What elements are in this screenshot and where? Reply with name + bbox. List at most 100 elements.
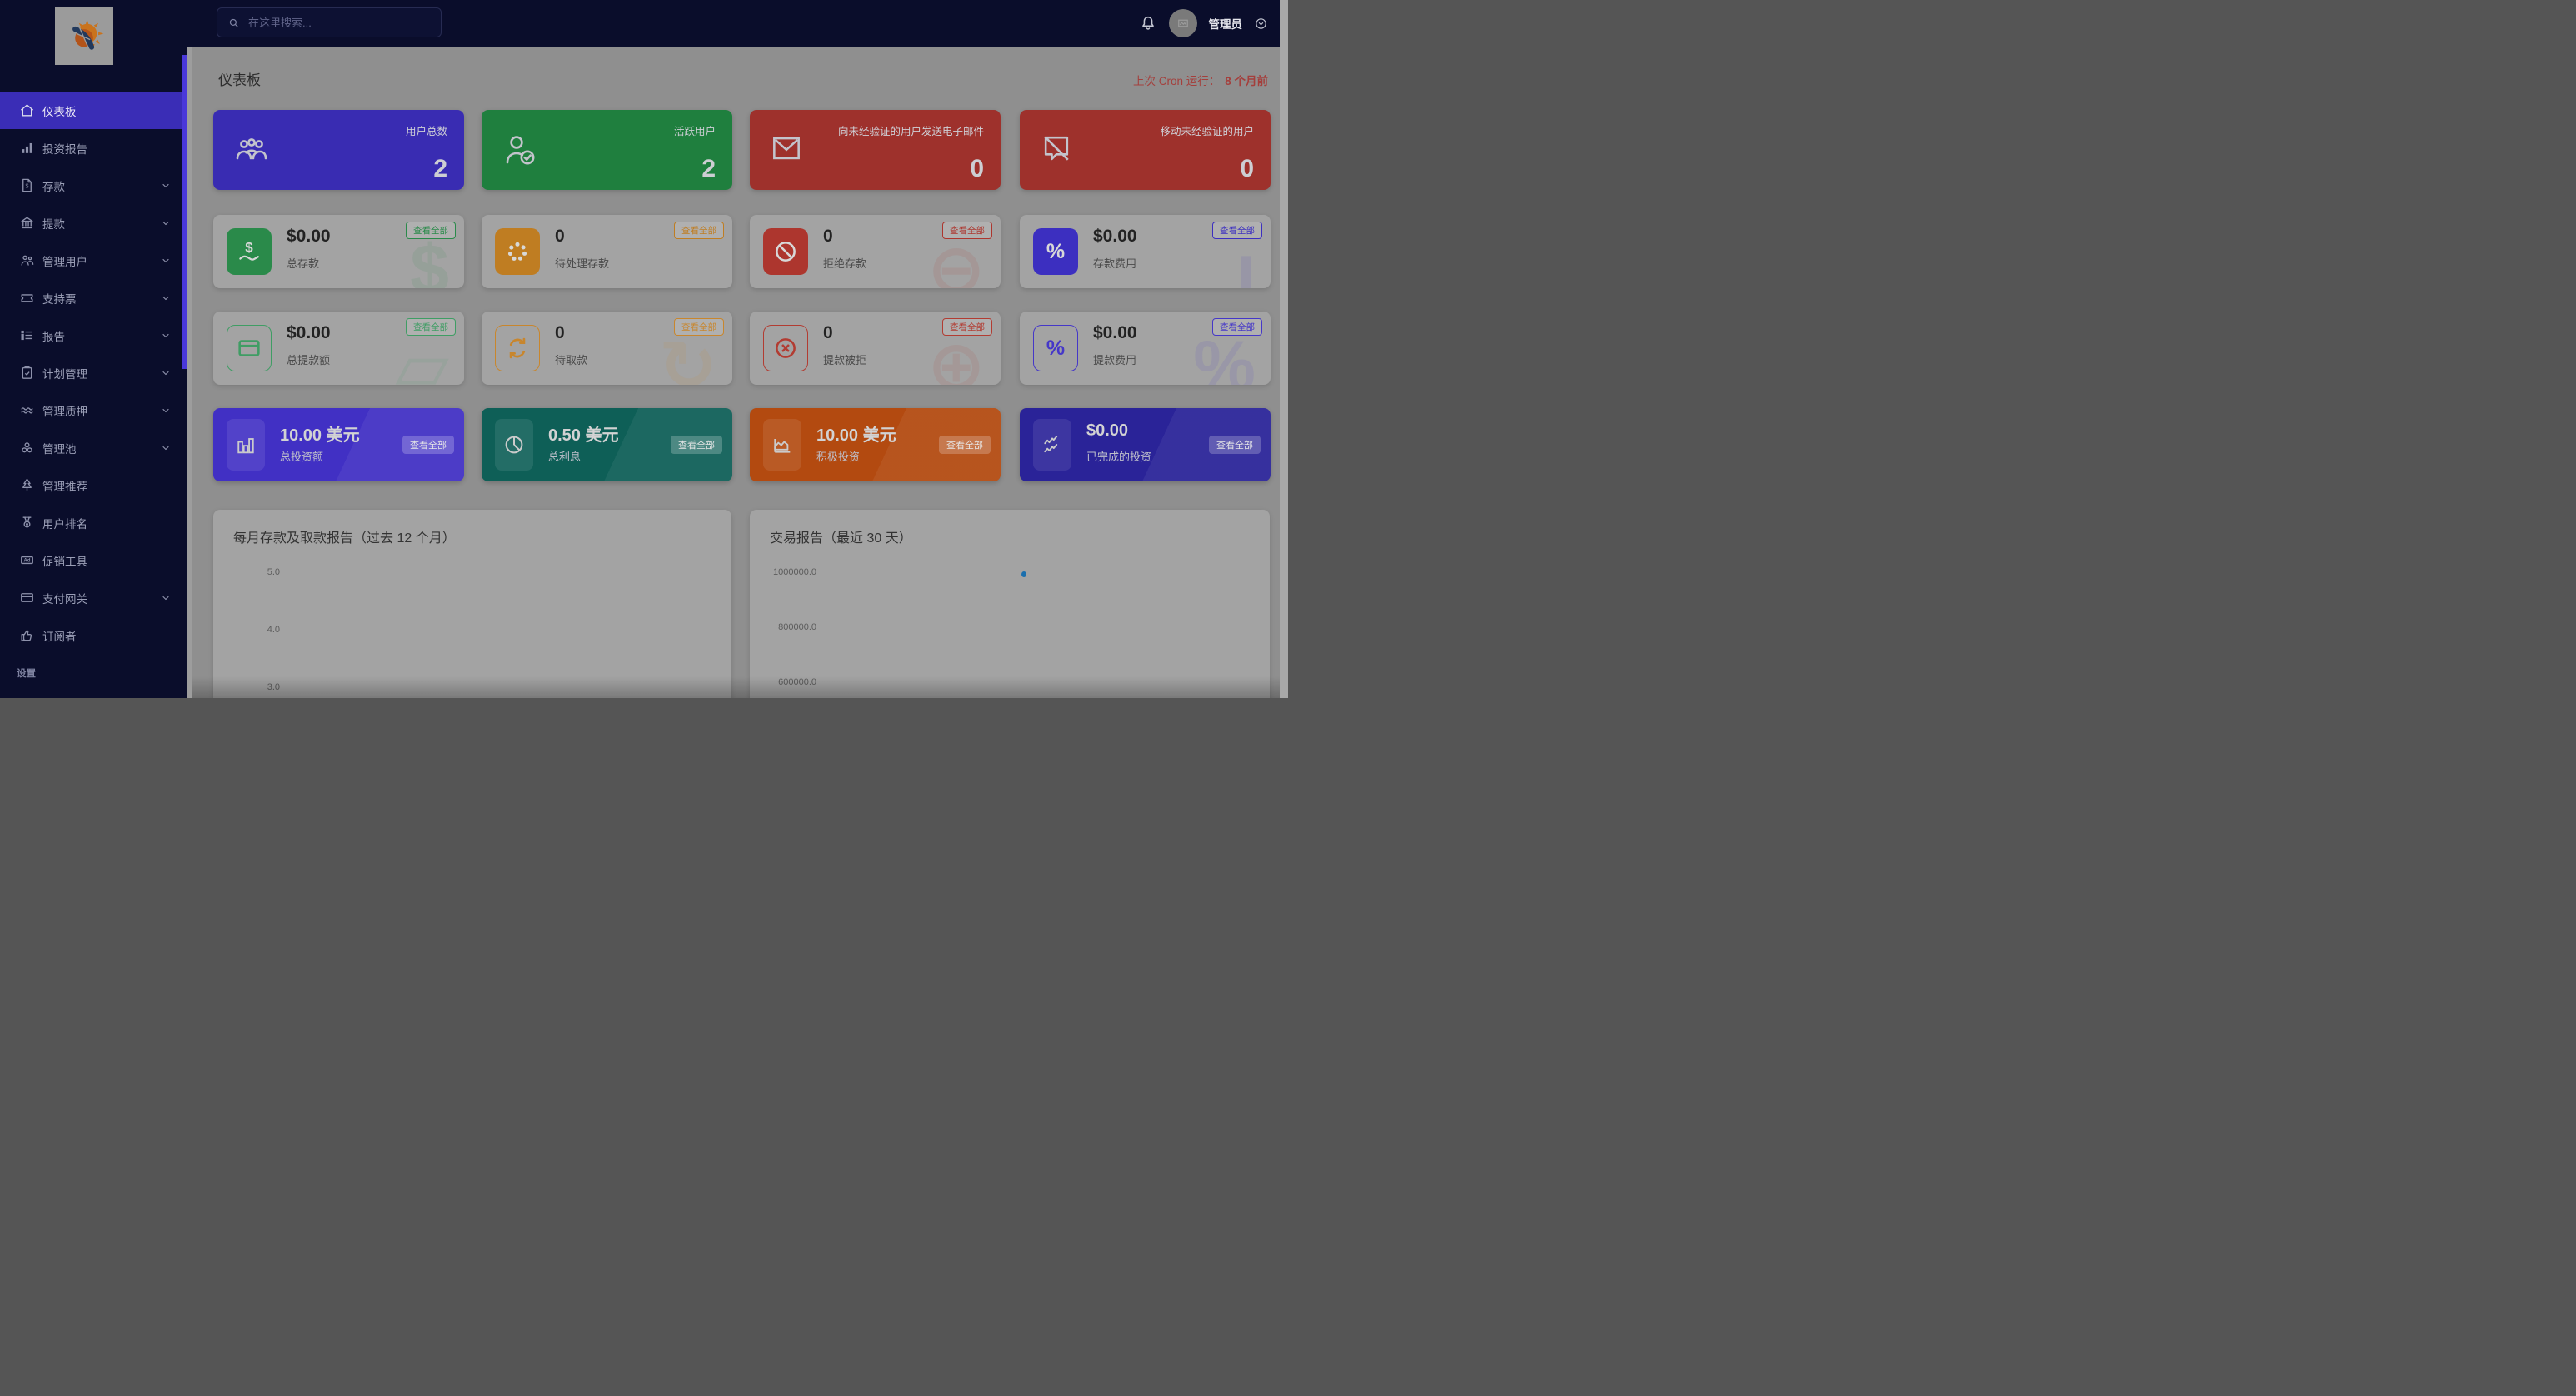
percent-icon: % xyxy=(1033,325,1078,371)
view-all-badge[interactable]: 查看全部 xyxy=(671,436,722,454)
card-total-deposits[interactable]: $ $0.00 总存款 查看全部 $ xyxy=(213,215,464,288)
pie-chart-icon xyxy=(495,419,533,471)
sidebar-item-investment-report[interactable]: 投资报告 xyxy=(0,129,186,167)
card-pending-deposits[interactable]: 0 待处理存款 查看全部 xyxy=(482,215,732,288)
user-check-icon xyxy=(500,130,540,170)
sidebar-item-label: 报告 xyxy=(42,330,65,343)
ban-icon xyxy=(763,228,808,275)
sidebar-item-dashboard[interactable]: 仪表板 xyxy=(0,92,186,129)
sidebar-item-manage-staking[interactable]: 管理质押 xyxy=(0,391,186,429)
sidebar-item-manage-users[interactable]: 管理用户 xyxy=(0,242,186,279)
sidebar-item-withdrawals[interactable]: 提款 xyxy=(0,204,186,242)
sidebar-item-general-settings[interactable]: 通用设置 xyxy=(0,688,186,698)
cron-status: 上次 Cron 运行： 8 个月前 xyxy=(1133,72,1268,88)
view-all-badge[interactable]: 查看全部 xyxy=(406,318,456,336)
chevron-down-icon xyxy=(161,331,171,341)
chevron-down-icon xyxy=(161,406,171,416)
admin-dashboard: 管理员 xyxy=(0,0,1288,698)
sidebar-scrollbar-track[interactable] xyxy=(187,47,192,698)
chat-slash-icon xyxy=(1038,130,1078,170)
main-content: 仪表板 上次 Cron 运行： 8 个月前 用户总数 2 活跃用户 2 向未经验证… xyxy=(192,47,1288,698)
card-pending-withdrawals[interactable]: 0 待取款 查看全部 ↻ xyxy=(482,312,732,385)
stat-label: 总投资额 xyxy=(280,451,324,463)
card-total-withdrawals[interactable]: $0.00 总提款额 查看全部 ▱ xyxy=(213,312,464,385)
cron-label: 上次 Cron 运行： xyxy=(1132,75,1221,87)
stat-value: $0.00 xyxy=(1093,227,1137,246)
page-scrollbar[interactable] xyxy=(1280,0,1288,698)
sidebar-item-deposits[interactable]: $ 存款 xyxy=(0,167,186,204)
chart-title: 每月存款及取款报告（过去 12 个月） xyxy=(233,531,456,546)
stat-value: 0.50 美元 xyxy=(548,426,619,445)
sidebar-item-payment-gateways[interactable]: 支付网关 xyxy=(0,579,186,616)
sidebar-item-manage-referral[interactable]: 管理推荐 xyxy=(0,466,186,504)
page-title: 仪表板 xyxy=(218,72,261,88)
sidebar-item-label: 计划管理 xyxy=(42,367,87,381)
stat-label: 总利息 xyxy=(548,451,582,463)
card-total-interest[interactable]: 0.50 美元 总利息 查看全部 xyxy=(482,408,732,481)
view-all-badge[interactable]: 查看全部 xyxy=(674,318,724,336)
sidebar-item-label: 支付网关 xyxy=(42,592,87,606)
view-all-badge[interactable]: 查看全部 xyxy=(1209,436,1261,454)
card-completed-investments[interactable]: $0.00 已完成的投资 查看全部 xyxy=(1020,408,1271,481)
sidebar-item-support-tickets[interactable]: 支持票 xyxy=(0,279,186,317)
card-rejected-withdrawals[interactable]: 0 提款被拒 查看全部 ⊕ xyxy=(750,312,1001,385)
card-withdrawal-charges[interactable]: % $0.00 提款费用 查看全部 % xyxy=(1020,312,1271,385)
sidebar-section-settings: 设置 xyxy=(17,669,36,679)
bank-icon xyxy=(19,215,35,231)
sidebar-item-label: 促销工具 xyxy=(42,555,87,568)
thumbs-up-icon xyxy=(19,627,35,643)
hand-dollar-icon: $ xyxy=(227,228,272,275)
sidebar-scrollbar-thumb[interactable] xyxy=(182,55,187,369)
transaction-report-chart: 交易报告（最近 30 天） 1000000.0 800000.0 600000.… xyxy=(750,510,1270,698)
view-all-badge[interactable]: 查看全部 xyxy=(939,436,991,454)
tree-icon xyxy=(19,477,35,493)
data-point[interactable] xyxy=(1021,571,1026,577)
y-axis-tick: 5.0 xyxy=(267,567,280,577)
card-email-unverified-users[interactable]: 向未经验证的用户发送电子邮件 0 xyxy=(750,110,1001,190)
sidebar-item-plan-management[interactable]: 计划管理 xyxy=(0,354,186,391)
card-active-users[interactable]: 活跃用户 2 xyxy=(482,110,732,190)
notification-bell-icon[interactable] xyxy=(1139,14,1157,32)
credit-card-icon xyxy=(227,325,272,371)
sidebar-item-reports[interactable]: 报告 xyxy=(0,317,186,354)
card-active-investments[interactable]: 10.00 美元 积极投资 查看全部 xyxy=(750,408,1001,481)
card-total-users[interactable]: 用户总数 2 xyxy=(213,110,464,190)
sidebar-item-promo-tools[interactable]: Ad 促销工具 xyxy=(0,541,186,579)
view-all-badge[interactable]: 查看全部 xyxy=(1212,318,1262,336)
user-name[interactable]: 管理员 xyxy=(1208,18,1243,31)
card-mobile-unverified-users[interactable]: 移动未经验证的用户 0 xyxy=(1020,110,1271,190)
file-dollar-icon: $ xyxy=(19,177,35,193)
view-all-badge[interactable]: 查看全部 xyxy=(406,222,456,239)
view-all-badge[interactable]: 查看全部 xyxy=(942,318,992,336)
sidebar-item-subscribers[interactable]: 订阅者 xyxy=(0,616,186,654)
view-all-badge[interactable]: 查看全部 xyxy=(1212,222,1262,239)
stat-value: 0 xyxy=(823,323,833,342)
stat-label: 待处理存款 xyxy=(555,257,610,270)
user-avatar[interactable] xyxy=(1168,9,1197,37)
app-logo[interactable] xyxy=(55,7,113,65)
stat-label: 向未经验证的用户发送电子邮件 xyxy=(837,126,984,137)
card-rejected-deposits[interactable]: 0 拒绝存款 查看全部 ⊖ xyxy=(750,215,1001,288)
stat-label: 总存款 xyxy=(287,257,320,270)
stat-label: 拒绝存款 xyxy=(823,257,867,270)
stat-value: 0 xyxy=(1240,155,1254,182)
search-input[interactable] xyxy=(247,15,417,30)
bar-chart-icon xyxy=(19,140,35,156)
sidebar-item-label: 存款 xyxy=(42,180,65,193)
stat-label: 移动未经验证的用户 xyxy=(1160,126,1254,137)
view-all-badge[interactable]: 查看全部 xyxy=(402,436,454,454)
view-all-badge[interactable]: 查看全部 xyxy=(674,222,724,239)
stat-label: 提款费用 xyxy=(1093,354,1137,366)
card-total-invested[interactable]: 10.00 美元 总投资额 查看全部 xyxy=(213,408,464,481)
view-all-badge[interactable]: 查看全部 xyxy=(942,222,992,239)
credit-card-icon xyxy=(19,590,35,606)
user-menu-chevron-icon[interactable] xyxy=(1254,17,1268,31)
monthly-deposit-withdraw-chart: 每月存款及取款报告（过去 12 个月） 5.0 4.0 3.0 xyxy=(213,510,731,698)
sidebar-item-manage-pool[interactable]: 管理池 xyxy=(0,429,186,466)
card-deposit-charges[interactable]: % $0.00 存款费用 查看全部 ı xyxy=(1020,215,1271,288)
sidebar-item-user-ranking[interactable]: 用户排名 xyxy=(0,504,186,541)
stat-value: 10.00 美元 xyxy=(816,426,896,445)
stat-label: 存款费用 xyxy=(1093,257,1137,270)
chart-title: 交易报告（最近 30 天） xyxy=(770,531,912,546)
chevron-down-icon xyxy=(161,443,171,453)
